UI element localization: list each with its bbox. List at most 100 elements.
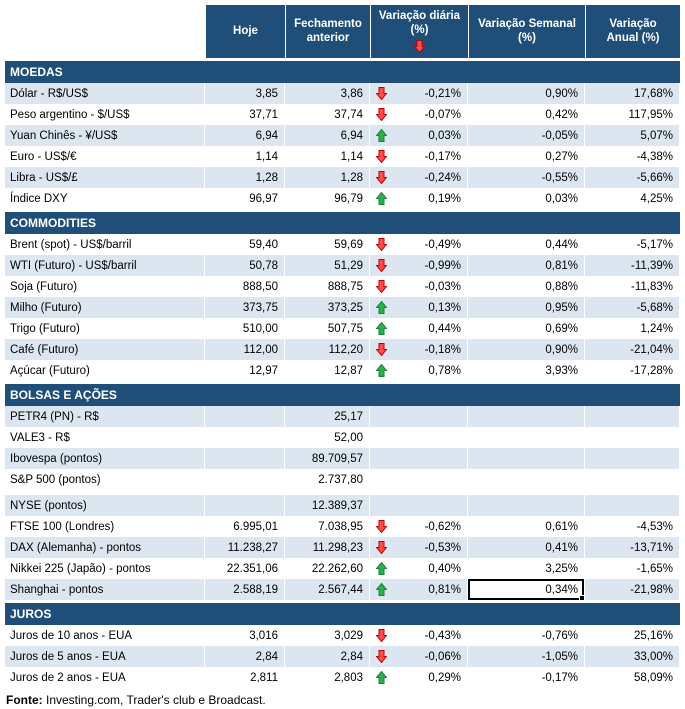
cell-variacao-anual[interactable]: 17,68% <box>585 83 680 104</box>
cell-variacao-diaria[interactable]: 0,19% <box>370 188 468 209</box>
cell-variacao-semanal[interactable]: 3,93% <box>468 360 585 381</box>
cell-variacao-diaria[interactable] <box>370 448 468 469</box>
cell-variacao-diaria[interactable]: -0,18% <box>370 339 468 360</box>
cell-variacao-diaria[interactable]: 0,81% <box>370 579 468 600</box>
cell-variacao-semanal[interactable]: 0,27% <box>468 146 585 167</box>
cell-fechamento-anterior[interactable]: 3,86 <box>285 83 370 104</box>
cell-hoje[interactable]: 22.351,06 <box>205 558 285 579</box>
row-label[interactable]: FTSE 100 (Londres) <box>5 516 205 537</box>
cell-variacao-anual[interactable]: 5,07% <box>585 125 680 146</box>
cell-variacao-semanal[interactable]: 0,90% <box>468 83 585 104</box>
row-label[interactable]: Shanghai - pontos <box>5 579 205 600</box>
cell-fechamento-anterior[interactable]: 25,17 <box>285 406 370 427</box>
cell-fechamento-anterior[interactable]: 2,803 <box>285 667 370 688</box>
row-label[interactable]: Trigo (Futuro) <box>5 318 205 339</box>
row-label[interactable]: Nikkei 225 (Japão) - pontos <box>5 558 205 579</box>
section-header-juros[interactable]: JUROS <box>5 603 680 625</box>
cell-variacao-anual[interactable]: -13,71% <box>585 537 680 558</box>
cell-hoje[interactable]: 11.238,27 <box>205 537 285 558</box>
cell-variacao-anual[interactable]: -5,17% <box>585 234 680 255</box>
row-label[interactable]: VALE3 - R$ <box>5 427 205 448</box>
cell-variacao-semanal[interactable] <box>468 427 585 448</box>
cell-fechamento-anterior[interactable]: 96,79 <box>285 188 370 209</box>
cell-variacao-diaria[interactable] <box>370 427 468 448</box>
row-label[interactable]: Soja (Futuro) <box>5 276 205 297</box>
cell-hoje[interactable]: 6,94 <box>205 125 285 146</box>
cell-variacao-anual[interactable]: 33,00% <box>585 646 680 667</box>
cell-variacao-diaria[interactable]: -0,17% <box>370 146 468 167</box>
cell-fechamento-anterior[interactable]: 7.038,95 <box>285 516 370 537</box>
cell-hoje[interactable]: 888,50 <box>205 276 285 297</box>
cell-hoje[interactable]: 2.588,19 <box>205 579 285 600</box>
cell-fechamento-anterior[interactable]: 1,28 <box>285 167 370 188</box>
cell-variacao-anual[interactable]: 1,24% <box>585 318 680 339</box>
cell-variacao-diaria[interactable]: 0,40% <box>370 558 468 579</box>
column-header-hoje[interactable]: Hoje <box>205 5 285 58</box>
cell-variacao-anual[interactable]: -17,28% <box>585 360 680 381</box>
cell-fechamento-anterior[interactable]: 12.389,37 <box>285 495 370 516</box>
cell-variacao-diaria[interactable]: 0,44% <box>370 318 468 339</box>
cell-variacao-diaria[interactable]: 0,29% <box>370 667 468 688</box>
cell-variacao-semanal[interactable]: 0,69% <box>468 318 585 339</box>
cell-variacao-diaria[interactable]: -0,53% <box>370 537 468 558</box>
cell-variacao-semanal[interactable]: 0,03% <box>468 188 585 209</box>
cell-hoje[interactable]: 1,28 <box>205 167 285 188</box>
cell-variacao-semanal[interactable]: -1,05% <box>468 646 585 667</box>
cell-variacao-semanal[interactable]: 0,88% <box>468 276 585 297</box>
row-label[interactable]: Índice DXY <box>5 188 205 209</box>
column-header-variacao-semanal[interactable]: Variação Semanal (%) <box>468 5 585 58</box>
cell-fechamento-anterior[interactable]: 507,75 <box>285 318 370 339</box>
cell-variacao-diaria[interactable]: 0,03% <box>370 125 468 146</box>
cell-hoje[interactable]: 373,75 <box>205 297 285 318</box>
cell-fechamento-anterior[interactable]: 112,20 <box>285 339 370 360</box>
cell-hoje[interactable]: 50,78 <box>205 255 285 276</box>
cell-variacao-diaria[interactable] <box>370 495 468 516</box>
cell-variacao-semanal[interactable]: -0,05% <box>468 125 585 146</box>
cell-hoje[interactable] <box>205 427 285 448</box>
row-label[interactable]: NYSE (pontos) <box>5 495 205 516</box>
cell-hoje[interactable] <box>205 469 285 490</box>
cell-variacao-anual[interactable]: 4,25% <box>585 188 680 209</box>
selected-cell[interactable]: 0,34% <box>468 579 585 600</box>
cell-variacao-diaria[interactable]: -0,24% <box>370 167 468 188</box>
cell-variacao-diaria[interactable]: -0,06% <box>370 646 468 667</box>
cell-variacao-diaria[interactable]: -0,21% <box>370 83 468 104</box>
cell-variacao-anual[interactable]: -21,98% <box>585 579 680 600</box>
cell-hoje[interactable]: 59,40 <box>205 234 285 255</box>
cell-variacao-diaria[interactable]: -0,49% <box>370 234 468 255</box>
cell-fechamento-anterior[interactable]: 12,87 <box>285 360 370 381</box>
cell-hoje[interactable]: 1,14 <box>205 146 285 167</box>
cell-variacao-semanal[interactable]: 0,44% <box>468 234 585 255</box>
row-label[interactable]: S&P 500 (pontos) <box>5 469 205 490</box>
row-label[interactable]: WTI (Futuro) - US$/barril <box>5 255 205 276</box>
cell-variacao-anual[interactable]: 117,95% <box>585 104 680 125</box>
section-header-commodities[interactable]: COMMODITIES <box>5 212 680 234</box>
cell-hoje[interactable]: 3,016 <box>205 625 285 646</box>
cell-fechamento-anterior[interactable]: 1,14 <box>285 146 370 167</box>
cell-variacao-diaria[interactable]: -0,62% <box>370 516 468 537</box>
row-label[interactable]: PETR4 (PN) - R$ <box>5 406 205 427</box>
row-label[interactable]: Dólar - R$/US$ <box>5 83 205 104</box>
cell-variacao-diaria[interactable] <box>370 406 468 427</box>
cell-fechamento-anterior[interactable]: 2,84 <box>285 646 370 667</box>
cell-fechamento-anterior[interactable]: 22.262,60 <box>285 558 370 579</box>
cell-variacao-diaria[interactable]: -0,07% <box>370 104 468 125</box>
row-label[interactable]: Milho (Futuro) <box>5 297 205 318</box>
cell-variacao-semanal[interactable] <box>468 448 585 469</box>
column-header-variacao-anual[interactable]: Variação Anual (%) <box>585 5 680 58</box>
cell-hoje[interactable]: 96,97 <box>205 188 285 209</box>
cell-variacao-anual[interactable]: -5,68% <box>585 297 680 318</box>
cell-variacao-anual[interactable] <box>585 448 680 469</box>
cell-variacao-diaria[interactable]: -0,99% <box>370 255 468 276</box>
cell-variacao-anual[interactable]: -11,83% <box>585 276 680 297</box>
cell-variacao-diaria[interactable]: -0,43% <box>370 625 468 646</box>
cell-fechamento-anterior[interactable]: 2.567,44 <box>285 579 370 600</box>
row-label[interactable]: Café (Futuro) <box>5 339 205 360</box>
row-label[interactable]: Libra - US$/£ <box>5 167 205 188</box>
cell-variacao-diaria[interactable]: 0,78% <box>370 360 468 381</box>
cell-hoje[interactable] <box>205 495 285 516</box>
cell-variacao-semanal[interactable]: -0,55% <box>468 167 585 188</box>
cell-fechamento-anterior[interactable]: 89.709,57 <box>285 448 370 469</box>
row-label[interactable]: DAX (Alemanha) - pontos <box>5 537 205 558</box>
cell-variacao-semanal[interactable]: 0,90% <box>468 339 585 360</box>
